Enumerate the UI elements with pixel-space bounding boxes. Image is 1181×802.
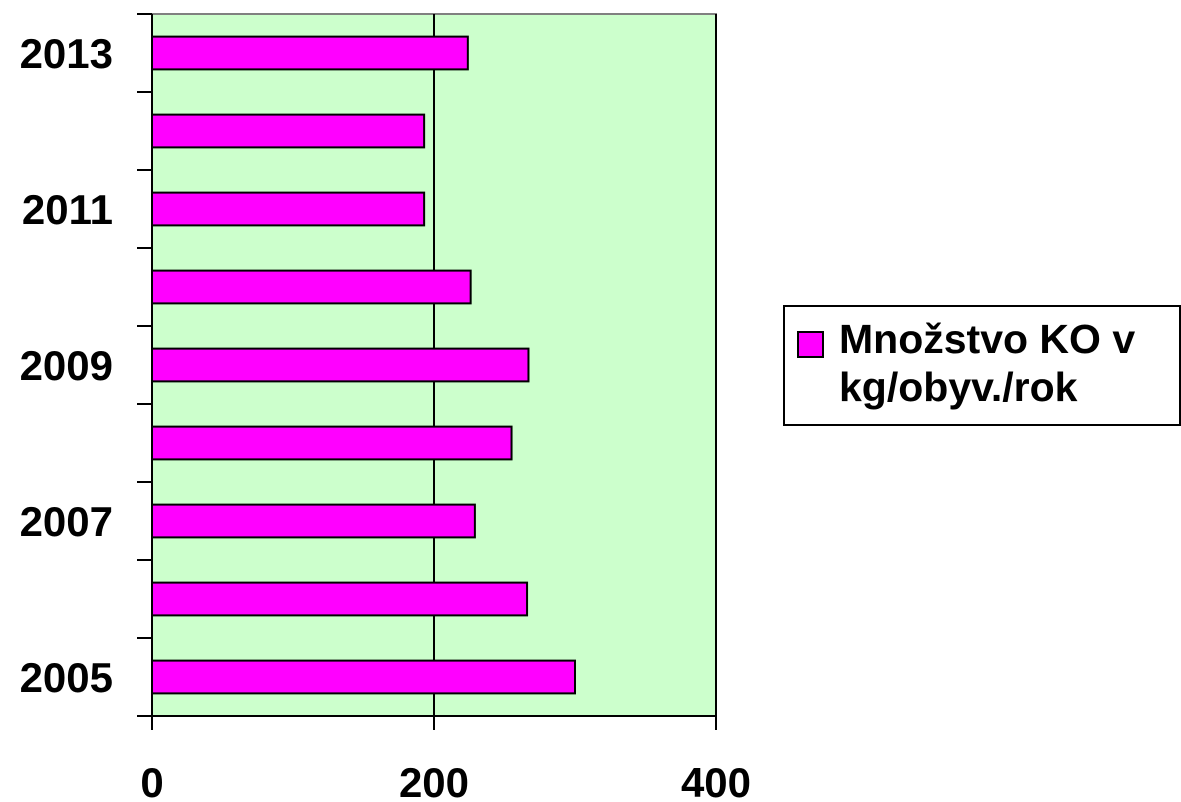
legend-swatch	[797, 331, 824, 358]
y-tick-label: 2005	[20, 654, 113, 701]
x-tick-labels: 0 200 400	[140, 759, 751, 802]
legend: Množstvo KO v kg/obyv./rok	[783, 305, 1181, 426]
y-tick-label: 2013	[20, 30, 113, 77]
x-tick-label: 0	[140, 759, 163, 802]
bar-2011	[151, 191, 426, 227]
legend-label: Množstvo KO v kg/obyv./rok	[839, 316, 1136, 410]
bar-2009	[151, 347, 530, 383]
y-tick-label: 2011	[22, 186, 113, 233]
bars	[151, 35, 576, 695]
bar-2010	[151, 269, 472, 305]
bar-2005	[151, 659, 576, 695]
y-tick-label: 2007	[20, 498, 113, 545]
bar-2008	[151, 425, 513, 461]
bar-2007	[151, 503, 476, 539]
bar-2012	[151, 113, 426, 149]
x-tick-label: 400	[681, 759, 751, 802]
axes	[137, 13, 717, 730]
bar-2013	[151, 35, 469, 71]
y-tick-labels: 2005 2007 2009 2011 2013	[20, 30, 113, 701]
x-tick-label: 200	[399, 759, 469, 802]
y-tick-label: 2009	[20, 342, 113, 389]
bar-2006	[151, 581, 529, 617]
